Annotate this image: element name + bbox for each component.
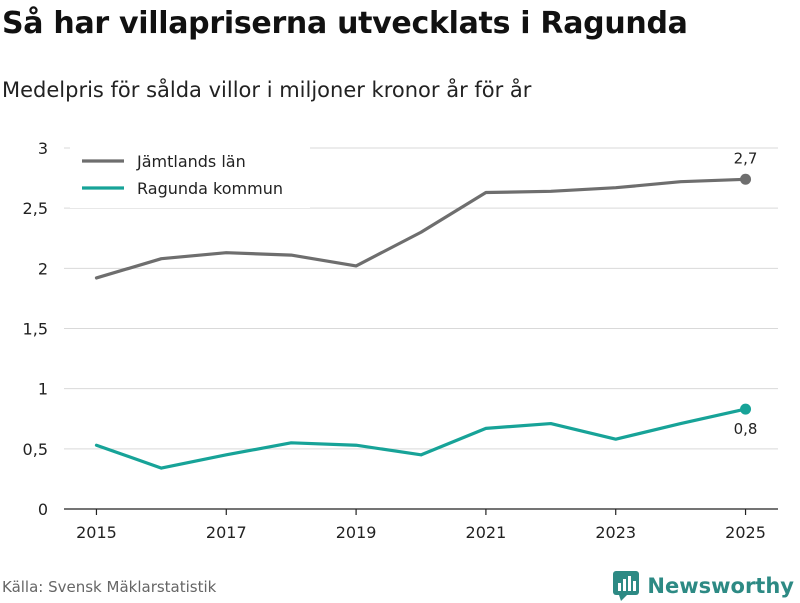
x-tick-label: 2017 xyxy=(206,523,247,542)
y-tick-label: 2 xyxy=(38,259,48,278)
legend: Jämtlands län Ragunda kommun xyxy=(70,146,310,208)
legend-label: Jämtlands län xyxy=(136,152,246,171)
y-tick-label: 0,5 xyxy=(23,440,48,459)
legend-background xyxy=(70,146,310,208)
data-label: 0,8 xyxy=(734,420,758,438)
y-tick-label: 1 xyxy=(38,380,48,399)
brand-name: Newsworthy xyxy=(647,574,794,598)
legend-label: Ragunda kommun xyxy=(137,179,283,198)
y-tick-label: 0 xyxy=(38,500,48,519)
series-line xyxy=(94,407,748,470)
source-note: Källa: Svensk Mäklarstatistik xyxy=(2,578,217,596)
brand-logo[interactable]: Newsworthy xyxy=(613,569,794,603)
gridlines xyxy=(64,147,778,510)
y-tick-label: 2,5 xyxy=(23,199,48,218)
series-end-marker xyxy=(740,403,752,415)
y-tick-label: 3 xyxy=(38,139,48,158)
x-tick-label: 2021 xyxy=(466,523,507,542)
series-end-marker xyxy=(740,173,752,185)
x-tick-label: 2015 xyxy=(76,523,117,542)
x-tick-label: 2019 xyxy=(336,523,377,542)
x-axis: 2015 2017 2019 2021 2023 2025 xyxy=(76,509,766,542)
y-tick-label: 1,5 xyxy=(23,320,48,339)
data-label: 2,7 xyxy=(734,149,758,167)
chart-subtitle: Medelpris för sålda villor i miljoner kr… xyxy=(2,78,532,102)
x-tick-label: 2023 xyxy=(595,523,636,542)
series-lines: 2,7 0,8 xyxy=(94,149,758,470)
chart-title: Så har villapriserna utvecklats i Ragund… xyxy=(2,6,688,41)
x-tick-label: 2025 xyxy=(725,523,766,542)
newsworthy-logo-icon xyxy=(613,571,640,601)
y-axis: 0 0,5 1 1,5 2 2,5 3 xyxy=(23,139,48,519)
series-line xyxy=(94,177,748,280)
